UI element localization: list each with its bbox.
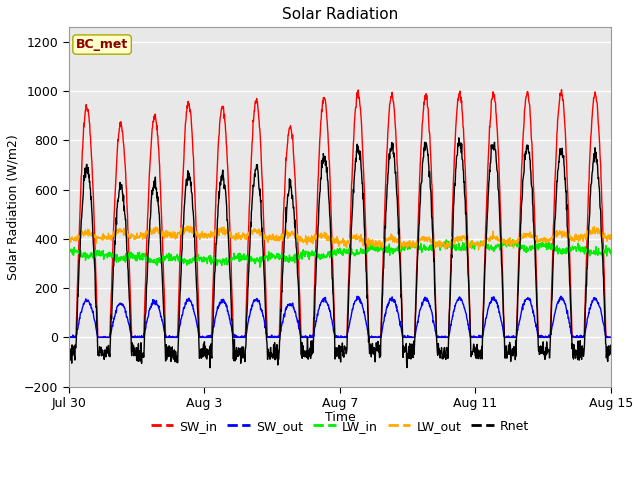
SW_out [160, 325, 168, 331]
SW_in [65, 335, 73, 340]
Line: LW_out: LW_out [69, 225, 640, 250]
LW_out [209, 231, 217, 237]
LW_in [256, 264, 264, 270]
SW_out [81, 299, 89, 304]
SW_out [193, 322, 201, 327]
Rnet [206, 365, 214, 371]
LW_out [65, 237, 73, 242]
Title: Solar Radiation: Solar Radiation [282, 7, 398, 22]
SW_out [209, 324, 217, 330]
LW_in [509, 237, 516, 242]
LW_out [515, 239, 522, 245]
LW_out [374, 241, 382, 247]
SW_in [193, 240, 200, 246]
LW_in [159, 255, 167, 261]
Rnet [81, 169, 88, 175]
Rnet [193, 285, 200, 291]
Rnet [455, 135, 463, 141]
SW_out [353, 293, 361, 299]
Y-axis label: Solar Radiation (W/m2): Solar Radiation (W/m2) [7, 134, 20, 280]
SW_out [66, 335, 74, 340]
LW_in [193, 258, 200, 264]
Line: SW_out: SW_out [69, 296, 640, 337]
LW_out [81, 231, 88, 237]
Rnet [209, 317, 217, 323]
SW_out [375, 334, 383, 340]
LW_out [625, 222, 632, 228]
Text: BC_met: BC_met [76, 38, 128, 51]
SW_in [209, 287, 217, 293]
Legend: SW_in, SW_out, LW_in, LW_out, Rnet: SW_in, SW_out, LW_in, LW_out, Rnet [145, 415, 534, 438]
LW_in [515, 242, 522, 248]
LW_in [374, 246, 382, 252]
Line: Rnet: Rnet [69, 138, 640, 368]
SW_in [514, 284, 522, 290]
X-axis label: Time: Time [324, 411, 355, 424]
SW_in [81, 113, 88, 119]
LW_out [159, 231, 167, 237]
Rnet [65, 346, 73, 351]
SW_in [159, 269, 167, 275]
SW_in [557, 87, 565, 93]
LW_in [209, 258, 217, 264]
LW_in [65, 248, 73, 253]
LW_in [81, 252, 88, 258]
LW_out [475, 247, 483, 252]
Rnet [374, 349, 382, 355]
Rnet [515, 278, 522, 284]
SW_out [515, 322, 522, 327]
SW_out [65, 334, 73, 340]
SW_in [374, 335, 382, 340]
Rnet [159, 303, 167, 309]
Line: LW_in: LW_in [69, 240, 640, 267]
LW_out [193, 228, 200, 234]
Line: SW_in: SW_in [69, 90, 640, 337]
